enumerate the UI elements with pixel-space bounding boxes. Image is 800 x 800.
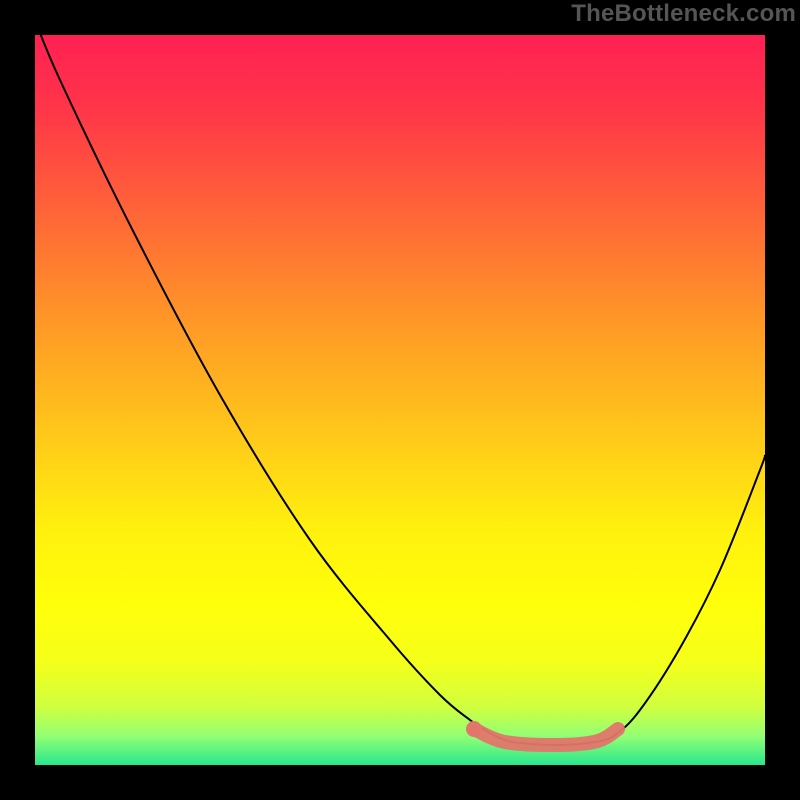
optimal-range-marker-dot xyxy=(466,721,482,737)
plot-background xyxy=(35,35,765,765)
watermark-text: TheBottleneck.com xyxy=(571,0,796,28)
chart-canvas: TheBottleneck.com xyxy=(0,0,800,800)
chart-svg xyxy=(0,0,800,800)
